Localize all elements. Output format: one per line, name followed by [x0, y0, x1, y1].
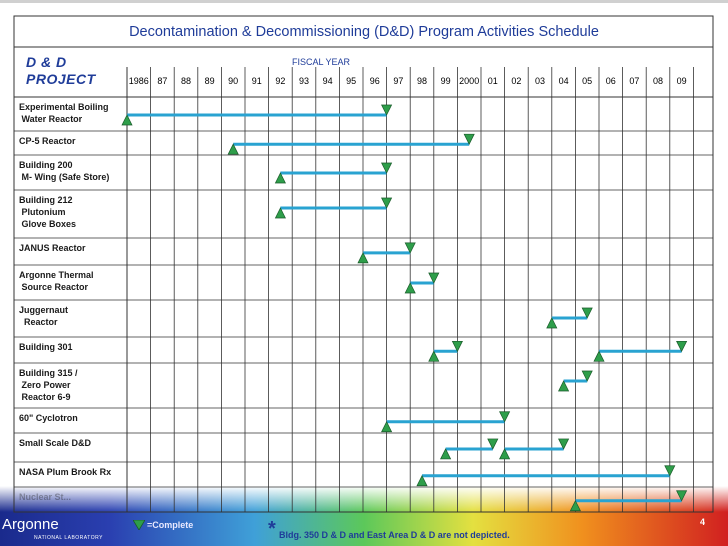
project-row-label: 60" Cyclotron — [19, 413, 78, 423]
project-row-label: Argonne Thermal Source Reactor — [19, 270, 94, 292]
start-marker — [274, 207, 286, 219]
start-marker — [121, 114, 133, 126]
year-tick-label: 07 — [629, 76, 640, 86]
complete-marker — [676, 490, 688, 502]
year-tick-label: 02 — [511, 76, 522, 86]
complete-marker — [404, 242, 416, 254]
complete-marker — [581, 370, 593, 382]
project-row-label: NASA Plum Brook Rx — [19, 467, 112, 477]
legend-complete-label: =Complete — [147, 520, 194, 530]
complete-marker — [664, 465, 676, 477]
year-tick-label: 89 — [204, 76, 215, 86]
complete-marker — [463, 133, 475, 145]
project-row-label: Building 301 — [19, 342, 73, 352]
footnote-star: * — [268, 518, 276, 540]
project-row-label: Juggernaut Reactor — [19, 305, 69, 327]
project-row-label: Experimental Boiling Water Reactor — [19, 102, 109, 124]
complete-marker — [487, 438, 499, 450]
year-tick-label: 09 — [676, 76, 687, 86]
start-marker — [274, 172, 286, 184]
year-tick-label: 2000 — [459, 76, 480, 86]
chart-frame — [13, 15, 714, 513]
fiscal-year-label: FISCAL YEAR — [292, 57, 351, 67]
year-tick-label: 04 — [558, 76, 569, 86]
complete-marker — [451, 340, 463, 353]
page-number: 4 — [700, 517, 706, 527]
complete-marker — [381, 197, 393, 209]
complete-marker — [581, 307, 593, 319]
year-tick-label: 03 — [534, 76, 545, 86]
year-tick-label: 98 — [416, 76, 427, 86]
year-tick-label: 01 — [487, 76, 498, 86]
argonne-logo: Argonne — [2, 516, 59, 533]
start-marker — [546, 317, 558, 329]
project-row-label: Nuclear St... — [19, 492, 72, 502]
project-row-label: Building 315 / Zero Power Reactor 6-9 — [19, 368, 78, 402]
project-header-line1: D & D — [26, 54, 67, 70]
year-tick-label: 90 — [228, 76, 239, 86]
chart-title: Decontamination & Decommissioning (D&D) … — [129, 24, 599, 40]
year-tick-label: 93 — [298, 76, 309, 86]
complete-marker — [499, 411, 511, 423]
complete-marker — [428, 272, 440, 284]
start-marker — [404, 282, 416, 294]
year-tick-label: 92 — [275, 76, 286, 86]
year-tick-label: 96 — [369, 76, 380, 86]
year-tick-label: 91 — [251, 76, 262, 86]
complete-marker — [676, 340, 688, 353]
legend-complete-marker-icon — [133, 520, 145, 530]
start-marker — [428, 350, 440, 362]
year-tick-label: 94 — [322, 76, 333, 86]
year-tick-label: 95 — [346, 76, 357, 86]
project-row-label: Small Scale D&D — [19, 438, 92, 448]
year-tick-label: 05 — [582, 76, 593, 86]
complete-marker — [381, 104, 393, 116]
start-marker — [227, 143, 239, 155]
start-marker — [440, 448, 452, 460]
footer-gradient-fade — [0, 486, 728, 512]
year-tick-label: 97 — [393, 76, 404, 86]
year-tick-label: 08 — [652, 76, 663, 86]
footnote: Bldg. 350 D & D and East Area D & D are … — [279, 530, 510, 540]
start-marker — [381, 420, 393, 433]
year-tick-label: 06 — [605, 76, 616, 86]
argonne-logo-subtext: NATIONAL LABORATORY — [34, 535, 103, 541]
start-marker — [558, 380, 570, 392]
project-row-label: Building 200 M- Wing (Safe Store) — [19, 160, 110, 182]
year-tick-label: 88 — [180, 76, 191, 86]
start-marker — [593, 350, 605, 362]
complete-marker — [558, 438, 570, 450]
start-marker — [499, 448, 511, 460]
start-marker — [569, 499, 581, 512]
top-edge — [0, 0, 728, 3]
project-row-label: JANUS Reactor — [19, 243, 86, 253]
year-tick-label: 87 — [157, 76, 168, 86]
project-header-line2: PROJECT — [26, 71, 96, 87]
start-marker — [357, 252, 369, 264]
year-tick-label: 99 — [440, 76, 451, 86]
project-row-label: CP-5 Reactor — [19, 136, 76, 146]
project-row-label: Building 212 Plutonium Glove Boxes — [19, 195, 77, 229]
complete-marker — [381, 162, 393, 174]
year-tick-label: 1986 — [128, 76, 149, 86]
start-marker — [416, 474, 428, 487]
